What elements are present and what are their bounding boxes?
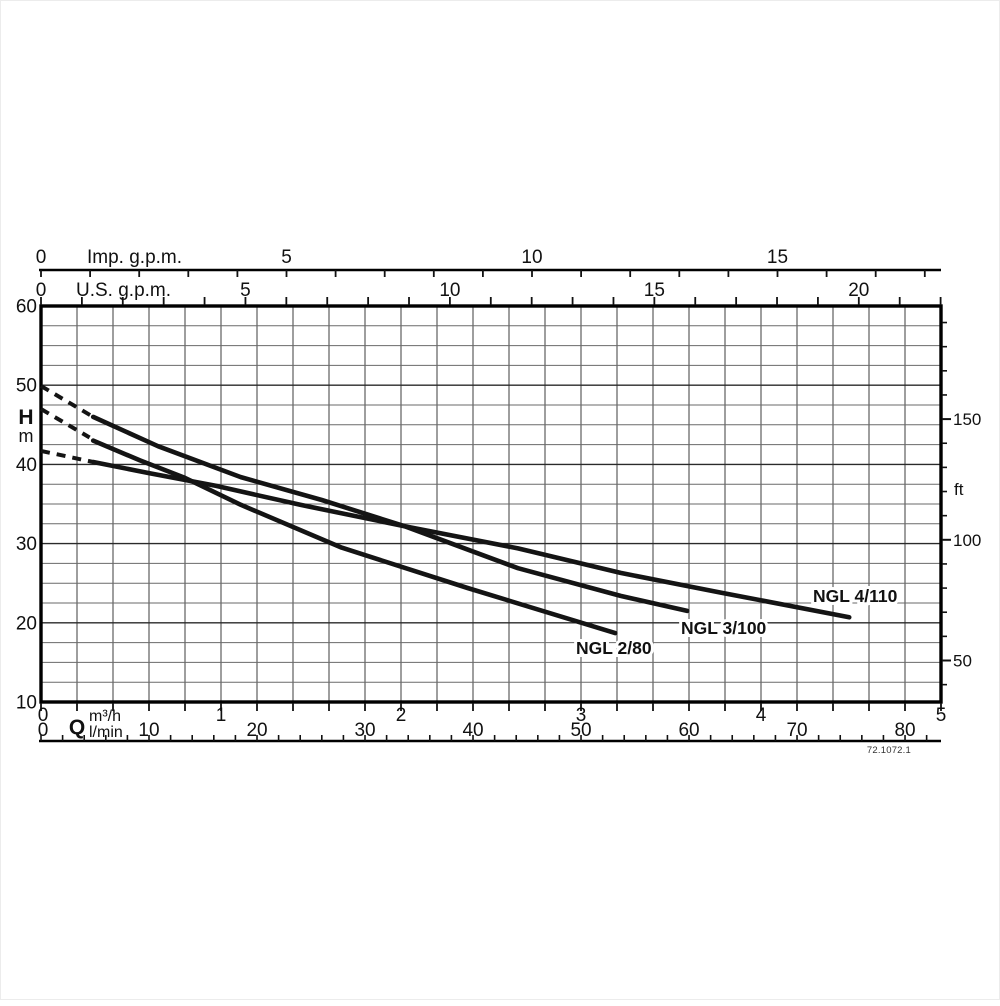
m3h-axis-unit: m³/h (89, 708, 121, 725)
us-gpm-axis-title: U.S. g.p.m. (76, 280, 171, 301)
h-m-tick-label: 50 (16, 376, 37, 397)
plot-border (39, 304, 943, 704)
m3h-tick-label: 1 (216, 705, 227, 726)
axis-us-gpm: 0 5 10 15 20 U.S. g.p.m. (36, 280, 942, 305)
m3h-tick-label: 2 (396, 705, 407, 726)
curve-label-ngl-2-80: NGL 2/80 (576, 638, 652, 658)
curve-label-ngl-4-110: NGL 4/110 (813, 586, 898, 606)
h-axis-unit: m (19, 426, 34, 446)
h-m-tick-label: 10 (16, 693, 37, 714)
curve-ngl-2-80 (90, 438, 618, 636)
imp-gpm-axis-title: Imp. g.p.m. (87, 247, 182, 268)
h-m-tick-label: 20 (16, 613, 37, 634)
ft-tick-label: 150 (953, 410, 981, 429)
curve-dashed-ngl-2-80 (39, 407, 91, 440)
us-gpm-tick-label: 20 (848, 280, 869, 301)
axis-lmin: 0 10 20 30 40 50 60 70 80 l/min (38, 720, 941, 743)
m3h-tick-label: 3 (576, 705, 587, 726)
lmin-tick-label: 60 (678, 720, 699, 741)
axis-m3h: 0 1 2 3 4 5 Q m³/h (38, 703, 947, 739)
lmin-axis-unit: l/min (89, 724, 123, 741)
lmin-tick-label: 20 (246, 720, 267, 741)
curve-dashed-ngl-4-110 (40, 448, 94, 464)
imp-gpm-tick-label: 10 (521, 247, 542, 268)
h-m-tick-label: 40 (16, 455, 37, 476)
q-axis-title: Q (69, 716, 85, 739)
imp-gpm-tick-label: 0 (36, 247, 47, 268)
m3h-tick-label: 5 (936, 705, 947, 726)
axis-imp-gpm: 0 5 10 15 Imp. g.p.m. (36, 247, 941, 277)
lmin-tick-label: 30 (354, 720, 375, 741)
lmin-tick-label: 70 (786, 720, 807, 741)
axis-h-m: 60 50 40 30 20 10 Hm (16, 297, 37, 714)
lmin-tick-label: 50 (570, 720, 591, 741)
lmin-tick-label: 40 (462, 720, 483, 741)
curve-label-ngl-3-100: NGL 3/100 (681, 618, 767, 638)
curve-ngl-3-100 (90, 414, 690, 614)
m3h-tick-label: 4 (756, 705, 767, 726)
imp-gpm-tick-label: 5 (281, 247, 292, 268)
h-m-tick-label: 30 (16, 534, 37, 555)
imp-gpm-tick-label: 15 (767, 247, 788, 268)
h-m-tick-label: 60 (16, 297, 37, 318)
axis-ft: 150 100 50 ft (942, 321, 981, 686)
lmin-tick-label: 10 (138, 720, 159, 741)
pump-curves: NGL 4/110 NGL 3/100 NGL 2/80 (39, 384, 901, 661)
curve-dashed-ngl-3-100 (39, 384, 95, 419)
lmin-tick-label: 80 (894, 720, 915, 741)
us-gpm-tick-label: 15 (644, 280, 665, 301)
curve-ngl-4-110 (90, 459, 852, 620)
us-gpm-tick-label: 10 (439, 280, 460, 301)
us-gpm-tick-label: 5 (240, 280, 251, 301)
m3h-tick-label: 0 (38, 705, 49, 726)
gridlines (41, 306, 941, 702)
lmin-tick-label: 0 (38, 720, 49, 741)
ft-tick-label: 100 (953, 531, 981, 550)
drawing-code: 72.1072.1 (866, 745, 911, 756)
ft-axis-unit: ft (954, 480, 964, 499)
ft-tick-label: 50 (953, 651, 972, 670)
h-axis-title: H (18, 406, 33, 429)
us-gpm-tick-label: 0 (36, 280, 47, 301)
